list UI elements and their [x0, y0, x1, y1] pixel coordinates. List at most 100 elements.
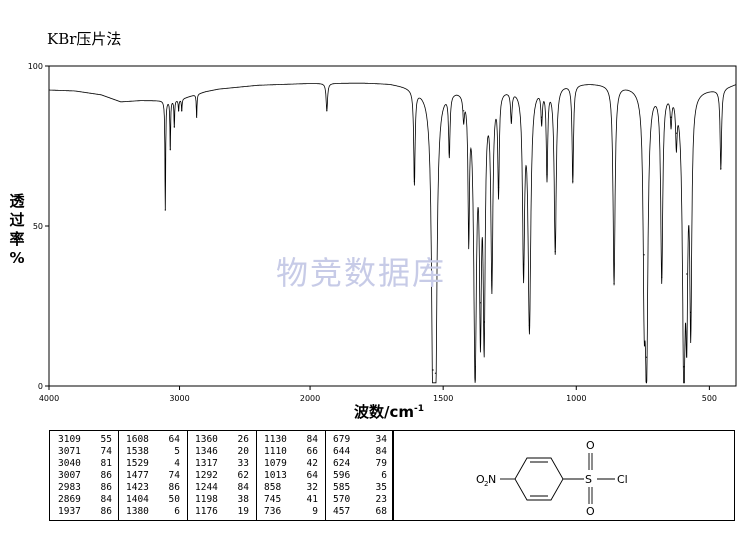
- x-tick-label: 4000: [39, 394, 59, 403]
- peak-transmittance: 20: [237, 446, 249, 457]
- peak-transmittance: 66: [306, 446, 318, 457]
- plot-frame: [48, 65, 737, 387]
- peak-column: 1360 26 1346 20 1317 33 1292 62 1244 84 1198 38 1176…: [187, 434, 255, 518]
- axis-ticks: 4000 3000 2000 1500 1000 500 0 50 100: [28, 62, 717, 403]
- peak-row: 457 68: [325, 506, 393, 518]
- o-bottom-label: O: [586, 505, 595, 518]
- peak-transmittance: 23: [375, 494, 387, 505]
- peak-transmittance: 4: [174, 458, 180, 469]
- peak-marks: [164, 110, 722, 374]
- no2-n-label: N: [488, 473, 496, 486]
- peak-row: 1608 64: [118, 434, 186, 446]
- peak-point: [572, 180, 574, 182]
- peak-row: 1176 19: [187, 506, 255, 518]
- peak-row: 3071 74: [50, 446, 118, 458]
- peak-transmittance: 6: [174, 506, 180, 517]
- peak-row: 1244 84: [187, 482, 255, 494]
- peak-transmittance: 84: [375, 446, 387, 457]
- x-tick-label: 2000: [300, 394, 320, 403]
- o-top-label: O: [586, 439, 595, 452]
- peak-wavenumber: 1317: [195, 458, 218, 469]
- y-tick-label: 0: [38, 382, 43, 391]
- peak-point: [483, 321, 485, 323]
- peak-transmittance: 35: [375, 482, 387, 493]
- peak-table: 3109 55 3071 74 3040 81 3007 86 2983 86 2869 84 1937…: [49, 430, 393, 521]
- peak-point: [181, 110, 183, 112]
- peak-point: [683, 366, 685, 368]
- peak-point: [554, 251, 556, 253]
- peak-transmittance: 26: [237, 434, 249, 445]
- peak-row: 585 35: [325, 482, 393, 494]
- peak-point: [546, 174, 548, 176]
- peak-point: [326, 110, 328, 112]
- column-divider: [325, 431, 326, 520]
- s-atom-label: S: [585, 473, 592, 486]
- peak-transmittance: 55: [100, 434, 112, 445]
- peak-transmittance: 81: [100, 458, 112, 469]
- peak-wavenumber: 1176: [195, 506, 218, 517]
- y-label-char: 透: [9, 192, 25, 210]
- peak-transmittance: 86: [168, 482, 180, 493]
- peak-transmittance: 5: [174, 446, 180, 457]
- peak-point: [675, 132, 677, 134]
- peak-point: [178, 110, 180, 112]
- x-tick-label: 1500: [433, 394, 453, 403]
- peak-row: 1198 38: [187, 494, 255, 506]
- peak-point: [690, 311, 692, 313]
- peak-point: [432, 369, 434, 371]
- peak-row: 1360 26: [187, 434, 255, 446]
- peak-point: [173, 126, 175, 128]
- peak-point: [720, 167, 722, 169]
- peak-wavenumber: 457: [333, 506, 351, 517]
- peak-row: 1937 86: [50, 506, 118, 518]
- peak-point: [613, 283, 615, 285]
- peak-row: 1423 86: [118, 482, 186, 494]
- ir-spectrum-chart: 4000 3000 2000 1500 1000 500 0 50 100: [28, 62, 737, 403]
- peak-row: 1404 50: [118, 494, 186, 506]
- peak-point: [645, 356, 648, 358]
- peak-row: 3040 81: [50, 458, 118, 470]
- peak-transmittance: 84: [237, 482, 249, 493]
- peak-wavenumber: 1013: [264, 470, 287, 481]
- peak-wavenumber: 585: [333, 482, 351, 493]
- peak-transmittance: 84: [306, 434, 318, 445]
- peak-wavenumber: 3007: [58, 470, 81, 481]
- peak-wavenumber: 736: [264, 506, 282, 517]
- peak-row: 3007 86: [50, 470, 118, 482]
- peak-wavenumber: 1538: [126, 446, 149, 457]
- peak-transmittance: 9: [312, 506, 318, 517]
- column-divider: [118, 431, 119, 520]
- peak-wavenumber: 1608: [126, 434, 149, 445]
- peak-row: 1477 74: [118, 470, 186, 482]
- peak-point: [434, 372, 437, 374]
- peak-column: 1608 64 1538 5 1529 4 1477 74 1423 86 1404 50 1380 6: [118, 434, 186, 518]
- structure-box: O 2 N S O O Cl: [393, 430, 735, 521]
- peak-wavenumber: 624: [333, 458, 351, 469]
- peak-wavenumber: 858: [264, 482, 282, 493]
- peak-transmittance: 86: [100, 482, 112, 493]
- x-tick-label: 3000: [169, 394, 189, 403]
- peak-point: [448, 148, 450, 150]
- peak-row: 1013 64: [256, 470, 324, 482]
- peak-point: [541, 116, 543, 118]
- peak-point: [164, 209, 166, 211]
- peak-column: 679 34 644 84 624 79 596 6 585 35 570 23 457 68: [325, 434, 393, 518]
- y-label-char: 率: [9, 230, 25, 248]
- peak-transmittance: 86: [100, 506, 112, 517]
- peak-transmittance: 33: [237, 458, 249, 469]
- peak-row: 644 84: [325, 446, 393, 458]
- peak-wavenumber: 1079: [264, 458, 287, 469]
- peak-row: 1538 5: [118, 446, 186, 458]
- peak-row: 1110 66: [256, 446, 324, 458]
- peak-point: [528, 324, 531, 326]
- peak-point: [497, 187, 500, 189]
- peak-column: 1130 84 1110 66 1079 42 1013 64 858 32 745 41 736 9: [256, 434, 324, 518]
- peak-transmittance: 74: [100, 446, 112, 457]
- cl-atom-label: Cl: [617, 473, 628, 486]
- peak-wavenumber: 679: [333, 434, 351, 445]
- peak-row: 736 9: [256, 506, 324, 518]
- peak-wavenumber: 745: [264, 494, 282, 505]
- peak-point: [643, 254, 645, 256]
- peak-transmittance: 42: [306, 458, 318, 469]
- peak-wavenumber: 644: [333, 446, 351, 457]
